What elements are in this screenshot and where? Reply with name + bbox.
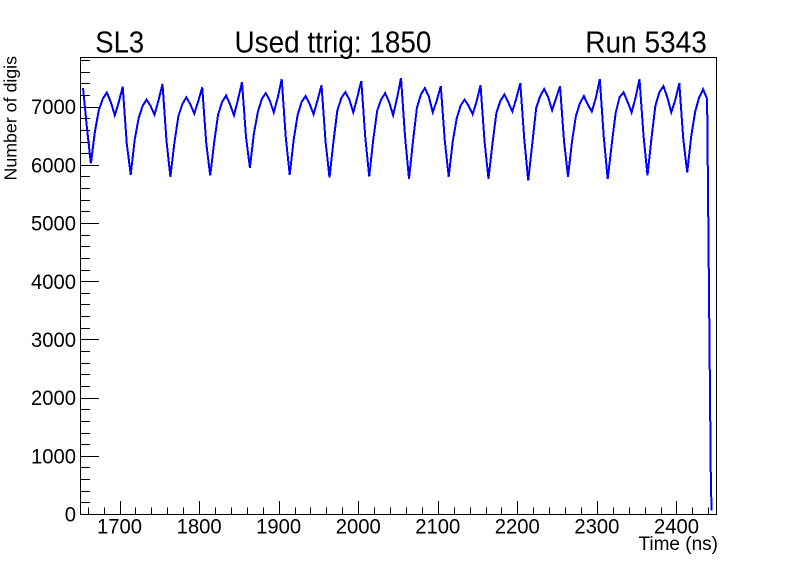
svg-text:2300: 2300 <box>574 515 619 539</box>
svg-text:1700: 1700 <box>97 515 142 539</box>
svg-text:2000: 2000 <box>31 387 76 411</box>
svg-text:SL3: SL3 <box>95 26 144 60</box>
svg-text:6000: 6000 <box>31 154 76 178</box>
svg-text:1800: 1800 <box>177 515 222 539</box>
svg-text:Number of digis: Number of digis <box>0 56 20 181</box>
svg-text:Time (ns): Time (ns) <box>638 534 718 555</box>
svg-text:Used ttrig: 1850: Used ttrig: 1850 <box>235 26 432 59</box>
svg-text:3000: 3000 <box>31 329 76 353</box>
svg-text:1900: 1900 <box>256 515 301 539</box>
svg-text:2400: 2400 <box>654 515 699 539</box>
svg-text:5000: 5000 <box>31 212 76 236</box>
svg-text:0: 0 <box>65 503 76 527</box>
svg-text:7000: 7000 <box>31 96 76 120</box>
svg-text:4000: 4000 <box>31 270 76 294</box>
svg-text:2100: 2100 <box>415 515 460 539</box>
svg-text:2000: 2000 <box>336 515 381 539</box>
svg-text:2200: 2200 <box>495 515 540 539</box>
svg-text:1000: 1000 <box>31 445 76 469</box>
svg-text:Run 5343: Run 5343 <box>585 25 707 59</box>
